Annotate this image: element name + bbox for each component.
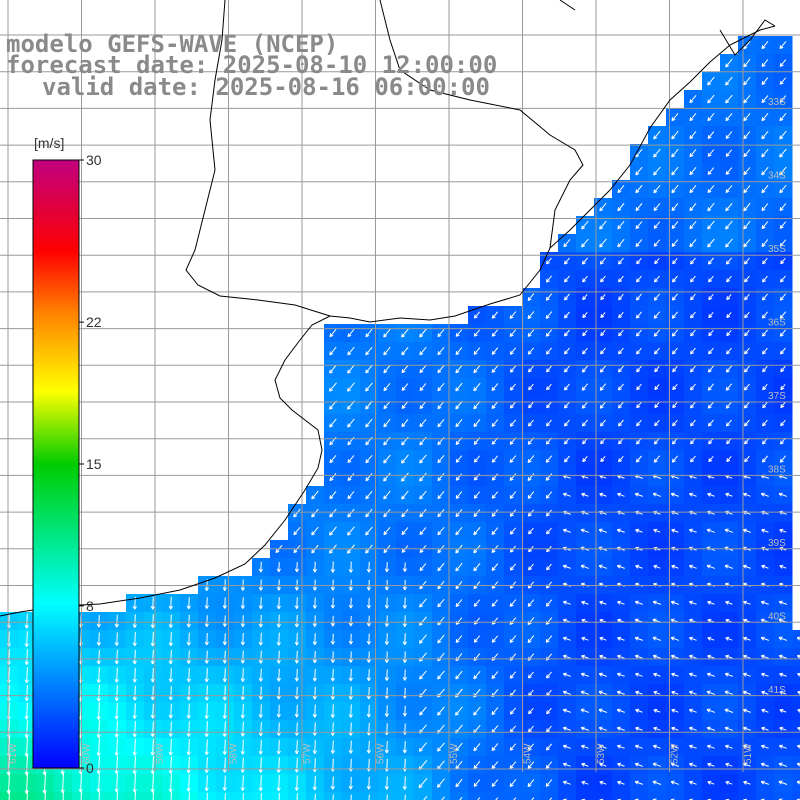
wind-arrow (707, 76, 715, 86)
wind-arrow (761, 77, 769, 85)
longitude-label: 53W (596, 743, 607, 764)
wind-arrow (689, 112, 697, 122)
wind-arrow (779, 41, 787, 50)
latitude-label: 36S (768, 318, 786, 329)
latitude-label: 38S (768, 465, 786, 476)
speed-cell (792, 648, 800, 667)
longitude-label: 51W (743, 743, 754, 764)
latitude-label: 33S (768, 97, 786, 108)
wind-arrow (761, 112, 769, 122)
wind-arrow (725, 94, 733, 104)
longitude-label: 58W (229, 743, 240, 764)
wind-arrow (779, 77, 787, 85)
latitude-label: 34S (768, 171, 786, 182)
speed-cell (774, 792, 793, 800)
speed-cell (630, 792, 649, 800)
wind-arrow (761, 41, 769, 50)
longitude-label: 54W (523, 743, 534, 764)
colorbar-tick-label: 22 (86, 314, 102, 330)
speed-cell (792, 756, 800, 775)
speed-cell (792, 702, 800, 721)
speed-cell (792, 720, 800, 739)
title-line-valid-date: valid date: 2025-08-16 06:00:00 (42, 73, 490, 101)
wind-arrow (725, 58, 733, 68)
speed-cell (576, 792, 595, 800)
longitude-label: 57W (302, 743, 313, 764)
latitude-label: 40S (768, 612, 786, 623)
longitude-label: 56W (376, 743, 387, 764)
wind-arrow (725, 76, 733, 86)
longitude-label: 55W (449, 743, 460, 764)
wind-arrow (653, 130, 661, 140)
speed-cell (792, 738, 800, 757)
wind-arrow (743, 58, 751, 68)
speed-cell (540, 792, 559, 800)
speed-cell (414, 792, 433, 800)
wind-arrow (779, 95, 787, 103)
wind-arrow (743, 94, 751, 104)
speed-cell (792, 666, 800, 685)
colorbar-tick-label: 0 (86, 760, 94, 776)
speed-cell (792, 684, 800, 703)
wind-arrow (707, 94, 715, 104)
speed-cell (558, 792, 577, 800)
speed-cell (504, 792, 523, 800)
speed-cell (666, 792, 685, 800)
colorbar-tick-label: 30 (86, 152, 102, 168)
wind-arrow (725, 112, 733, 122)
speed-cell (432, 792, 451, 800)
wind-arrow (779, 112, 787, 122)
speed-cell (720, 792, 739, 800)
wind-vector-field (6, 40, 800, 800)
speed-cell (450, 792, 469, 800)
speed-cell (594, 792, 613, 800)
longitude-label: 52W (670, 743, 681, 764)
speed-cell (792, 630, 800, 649)
wind-arrow (689, 94, 697, 104)
speed-cell (684, 792, 703, 800)
longitude-label: 59W (155, 743, 166, 764)
colorbar-tick-label: 8 (86, 598, 94, 614)
wind-arrow (761, 59, 769, 68)
speed-cell (468, 792, 487, 800)
wind-arrow (779, 59, 787, 67)
wind-arrow (743, 112, 751, 122)
wind-arrow (671, 112, 679, 122)
speed-cell (792, 774, 800, 793)
latitude-label: 35S (768, 244, 786, 255)
speed-cell (738, 792, 757, 800)
colorbar-tick-label: 15 (86, 456, 102, 472)
wind-arrow (743, 76, 751, 86)
wind-arrow (761, 95, 769, 104)
latitude-label: 39S (768, 538, 786, 549)
speed-cell (702, 792, 721, 800)
colorbar-unit: [m/s] (34, 135, 64, 151)
speed-cell (756, 792, 775, 800)
speed-cell (486, 792, 505, 800)
speed-cell (612, 792, 631, 800)
longitude-label: 61W (8, 743, 19, 764)
speed-cell (792, 792, 800, 800)
wind-arrow (707, 112, 715, 122)
speed-cell (522, 792, 541, 800)
latitude-label: 37S (768, 391, 786, 402)
speed-cell (648, 792, 667, 800)
latitude-label: 41S (768, 685, 786, 696)
